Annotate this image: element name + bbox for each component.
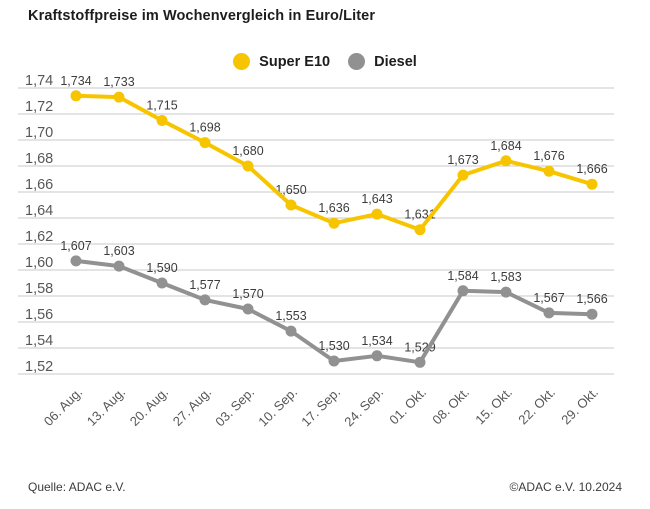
data-point-label-diesel: 1,607 <box>60 239 91 253</box>
data-point-diesel <box>70 255 82 267</box>
data-point-super-e10 <box>70 90 82 102</box>
legend: Super E10 Diesel <box>0 53 650 70</box>
data-point-diesel <box>285 325 297 337</box>
y-axis-label: 1,52 <box>25 359 53 375</box>
data-point-label-diesel: 1,534 <box>361 334 392 348</box>
x-axis-label: 20. Aug. <box>127 385 171 429</box>
x-axis-label: 15. Okt. <box>472 385 515 428</box>
data-point-diesel <box>199 294 211 306</box>
x-axis-label: 08. Okt. <box>429 385 472 428</box>
data-point-diesel <box>156 277 168 289</box>
legend-item-diesel: Diesel <box>348 53 417 70</box>
legend-item-super-e10: Super E10 <box>233 53 330 70</box>
legend-label-super-e10: Super E10 <box>259 53 331 70</box>
data-point-super-e10 <box>285 199 297 211</box>
x-axis-label: 06. Aug. <box>41 385 85 429</box>
data-point-label-super-e10: 1,733 <box>103 75 134 89</box>
data-point-label-diesel: 1,577 <box>189 278 220 292</box>
y-axis-label: 1,54 <box>25 333 53 349</box>
data-point-label-super-e10: 1,636 <box>318 201 349 215</box>
data-point-label-super-e10: 1,650 <box>275 183 306 197</box>
x-axis-label: 17. Sep. <box>298 385 343 430</box>
data-point-super-e10 <box>328 217 340 229</box>
data-point-label-diesel: 1,570 <box>232 287 263 301</box>
data-point-diesel <box>543 307 555 319</box>
y-axis-label: 1,58 <box>25 281 53 297</box>
data-point-label-super-e10: 1,643 <box>361 192 392 206</box>
data-point-diesel <box>586 308 598 320</box>
data-point-label-super-e10: 1,715 <box>146 99 177 113</box>
data-point-label-diesel: 1,566 <box>576 292 607 306</box>
data-point-diesel <box>113 260 125 272</box>
y-axis-label: 1,56 <box>25 307 53 323</box>
data-point-label-diesel: 1,584 <box>447 269 478 283</box>
super-e10-dot-icon <box>233 53 251 70</box>
x-axis-label: 29. Okt. <box>558 385 601 428</box>
copyright-note: ©ADAC e.V. 10.2024 <box>509 480 622 494</box>
x-axis-label: 01. Okt. <box>386 385 429 428</box>
data-point-super-e10 <box>242 160 254 172</box>
data-point-label-diesel: 1,567 <box>533 291 564 305</box>
data-point-label-super-e10: 1,676 <box>533 149 564 163</box>
data-point-super-e10 <box>113 91 125 103</box>
data-point-label-super-e10: 1,698 <box>189 121 220 135</box>
y-axis-label: 1,72 <box>25 99 53 115</box>
y-axis-label: 1,66 <box>25 177 53 193</box>
data-point-label-diesel: 1,590 <box>146 261 177 275</box>
data-point-super-e10 <box>543 165 555 177</box>
data-point-super-e10 <box>586 178 598 190</box>
data-point-label-super-e10: 1,684 <box>490 139 521 153</box>
data-point-diesel <box>500 286 512 298</box>
data-point-diesel <box>414 356 426 368</box>
y-axis-label: 1,62 <box>25 229 53 245</box>
data-point-super-e10 <box>414 224 426 236</box>
data-point-label-super-e10: 1,680 <box>232 144 263 158</box>
y-axis-label: 1,68 <box>25 151 53 167</box>
data-point-label-diesel: 1,530 <box>318 339 349 353</box>
data-point-label-diesel: 1,583 <box>490 270 521 284</box>
footer: Quelle: ADAC e.V. ©ADAC e.V. 10.2024 <box>28 480 622 494</box>
data-point-label-diesel: 1,553 <box>275 309 306 323</box>
x-axis-label: 03. Sep. <box>212 385 257 430</box>
y-axis-label: 1,64 <box>25 203 53 219</box>
diesel-dot-icon <box>348 53 366 70</box>
chart-title: Kraftstoffpreise im Wochenvergleich in E… <box>28 8 376 24</box>
data-point-super-e10 <box>371 208 383 220</box>
data-point-diesel <box>457 285 469 297</box>
source-note: Quelle: ADAC e.V. <box>28 480 126 494</box>
y-axis-label: 1,74 <box>25 73 53 89</box>
x-axis-label: 10. Sep. <box>255 385 300 430</box>
data-point-label-super-e10: 1,734 <box>60 74 91 88</box>
legend-label-diesel: Diesel <box>374 53 417 70</box>
data-point-super-e10 <box>156 115 168 126</box>
data-point-diesel <box>242 303 254 315</box>
data-point-super-e10 <box>199 137 211 149</box>
data-point-diesel <box>328 355 340 367</box>
data-point-label-diesel: 1,603 <box>103 244 134 258</box>
y-axis-label: 1,60 <box>25 255 53 271</box>
x-axis-label: 13. Aug. <box>84 385 128 429</box>
data-point-label-super-e10: 1,666 <box>576 162 607 176</box>
data-point-super-e10 <box>457 169 469 181</box>
data-point-super-e10 <box>500 155 512 167</box>
x-axis-label: 24. Sep. <box>341 385 386 430</box>
data-point-diesel <box>371 350 383 362</box>
x-axis-label: 22. Okt. <box>515 385 558 428</box>
data-point-label-super-e10: 1,673 <box>447 153 478 167</box>
x-axis-label: 27. Aug. <box>170 385 214 429</box>
y-axis-label: 1,70 <box>25 125 53 141</box>
